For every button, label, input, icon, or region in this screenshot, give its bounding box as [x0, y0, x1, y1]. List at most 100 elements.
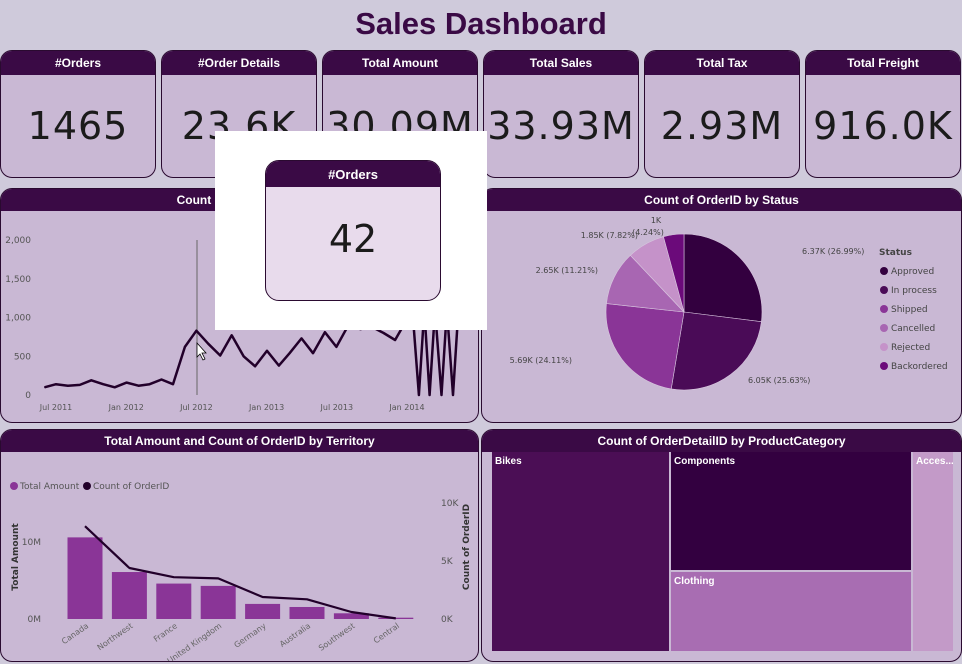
x-tick-label: Central — [372, 621, 401, 645]
legend-label: Total Amount — [19, 482, 80, 492]
data-point — [278, 365, 280, 367]
x-tick-label: Jan 2013 — [248, 403, 284, 412]
tooltip-label: #Orders — [266, 161, 440, 187]
x-tick-label: Jan 2012 — [108, 403, 144, 412]
kpi-value: 1465 — [27, 104, 129, 148]
x-tick-label: Southwest — [317, 621, 357, 652]
legend-label: Count of OrderID — [93, 482, 169, 492]
combo-chart-title: Total Amount and Count of OrderID by Ter… — [1, 430, 478, 452]
tile-label: Components — [674, 456, 736, 467]
pie-chart-title: Count of OrderID by Status — [482, 189, 961, 211]
count-line — [84, 525, 396, 620]
tooltip-card: #Orders 42 — [265, 160, 441, 301]
data-point — [67, 385, 69, 387]
y-tick-label: 1,000 — [5, 314, 31, 324]
data-point — [301, 337, 303, 339]
y2-axis-title: Count of OrderID — [462, 504, 472, 590]
legend-marker — [880, 286, 888, 294]
data-point — [149, 383, 151, 385]
kpi-card[interactable]: Total Sales 33.93M — [483, 50, 639, 178]
legend-label: Cancelled — [891, 324, 935, 334]
kpi-card[interactable]: Total Tax 2.93M — [644, 50, 800, 178]
data-point — [137, 385, 139, 387]
data-point — [114, 386, 116, 388]
pie-data-label: 1K — [651, 216, 662, 225]
pie-data-label: 6.37K (26.99%) — [802, 247, 864, 256]
data-point — [452, 394, 454, 396]
data-point — [90, 379, 92, 381]
legend-marker — [83, 482, 91, 490]
legend-marker — [880, 305, 888, 313]
pie-slice — [670, 311, 762, 391]
data-point — [324, 331, 326, 333]
data-point — [335, 346, 337, 348]
pie-chart-panel[interactable]: Count of OrderID by Status 6.37K (26.99%… — [481, 188, 962, 423]
data-point — [266, 350, 268, 352]
data-point — [289, 352, 291, 354]
data-point — [219, 354, 221, 356]
kpi-card[interactable]: Total Freight 916.0K — [805, 50, 961, 178]
bar — [156, 583, 192, 619]
kpi-label: Total Tax — [645, 51, 799, 75]
data-point — [394, 339, 396, 341]
data-point — [184, 346, 186, 348]
x-tick-label: Canada — [60, 621, 90, 646]
y-tick-label: 10M — [22, 538, 41, 548]
tile-label: Bikes — [495, 456, 522, 467]
treemap-tile-bikes[interactable]: Bikes — [492, 452, 669, 651]
page-title: Sales Dashboard — [355, 6, 607, 41]
y-tick-label: 0M — [28, 615, 42, 625]
bar — [333, 613, 369, 619]
series-line — [44, 308, 460, 397]
data-point — [79, 384, 81, 386]
tooltip: #Orders 42 — [215, 131, 487, 330]
data-point — [429, 394, 431, 396]
tile-label: Clothing — [674, 576, 715, 587]
y-axis-title: Total Amount — [11, 523, 21, 591]
data-point — [312, 352, 314, 354]
data-point — [243, 355, 245, 357]
x-tick-label: Northwest — [96, 621, 135, 652]
data-point — [231, 334, 233, 336]
bar — [111, 572, 147, 619]
combo-chart[interactable]: Total Amount Count of OrderID 0M 10M 0K 5K 10K… — [1, 452, 479, 662]
legend-marker — [880, 362, 888, 370]
pie-chart[interactable]: 6.37K (26.99%) Approved 6.05K (25.63%) In p… — [482, 211, 962, 423]
data-point — [102, 383, 104, 385]
x-tick-label: Australia — [278, 621, 312, 649]
data-point — [254, 365, 256, 367]
data-point — [418, 394, 420, 396]
kpi-label: #Orders — [1, 51, 155, 75]
treemap-tile-clothing[interactable]: Clothing — [671, 572, 911, 651]
pie-slice — [663, 233, 685, 313]
tile-label: Acces... — [916, 456, 953, 467]
pie-data-label: 2.65K (11.21%) — [536, 266, 598, 275]
treemap-panel[interactable]: Count of OrderDetailID by ProductCategor… — [481, 429, 962, 662]
legend-label: Approved — [891, 267, 934, 277]
y-tick-label: 500 — [14, 352, 31, 362]
pie-data-label: 1.85K (7.82%) — [581, 231, 638, 240]
tooltip-value: 42 — [328, 217, 378, 261]
pie-slice — [683, 233, 763, 323]
y2-tick-label: 10K — [441, 499, 459, 509]
line-chart[interactable]: 0 500 1,000 1,500 2,000 Jul 2011 Jan 2012 Jul 2… — [1, 211, 479, 423]
kpi-card[interactable]: #Order Details 23.6K — [161, 50, 317, 178]
pie-slice — [605, 303, 685, 390]
kpi-value: 33.93M — [487, 104, 635, 148]
kpi-card[interactable]: #Orders 1465 — [0, 50, 156, 178]
bar — [200, 585, 236, 619]
kpi-label: #Order Details — [162, 51, 316, 75]
combo-chart-panel[interactable]: Total Amount and Count of OrderID by Ter… — [0, 429, 479, 662]
data-point — [126, 382, 128, 384]
x-tick-label: Jul 2013 — [320, 403, 354, 412]
pie-data-label: 5.69K (24.11%) — [510, 356, 572, 365]
legend-marker — [880, 343, 888, 351]
data-point — [195, 330, 197, 332]
treemap-tile-components[interactable]: Components — [671, 452, 911, 570]
y2-tick-label: 0K — [441, 615, 454, 625]
data-point — [441, 394, 443, 396]
legend-marker — [880, 267, 888, 275]
treemap-tile-accessories[interactable]: Acces... — [913, 452, 953, 651]
bar — [245, 603, 281, 619]
data-point — [43, 386, 45, 388]
